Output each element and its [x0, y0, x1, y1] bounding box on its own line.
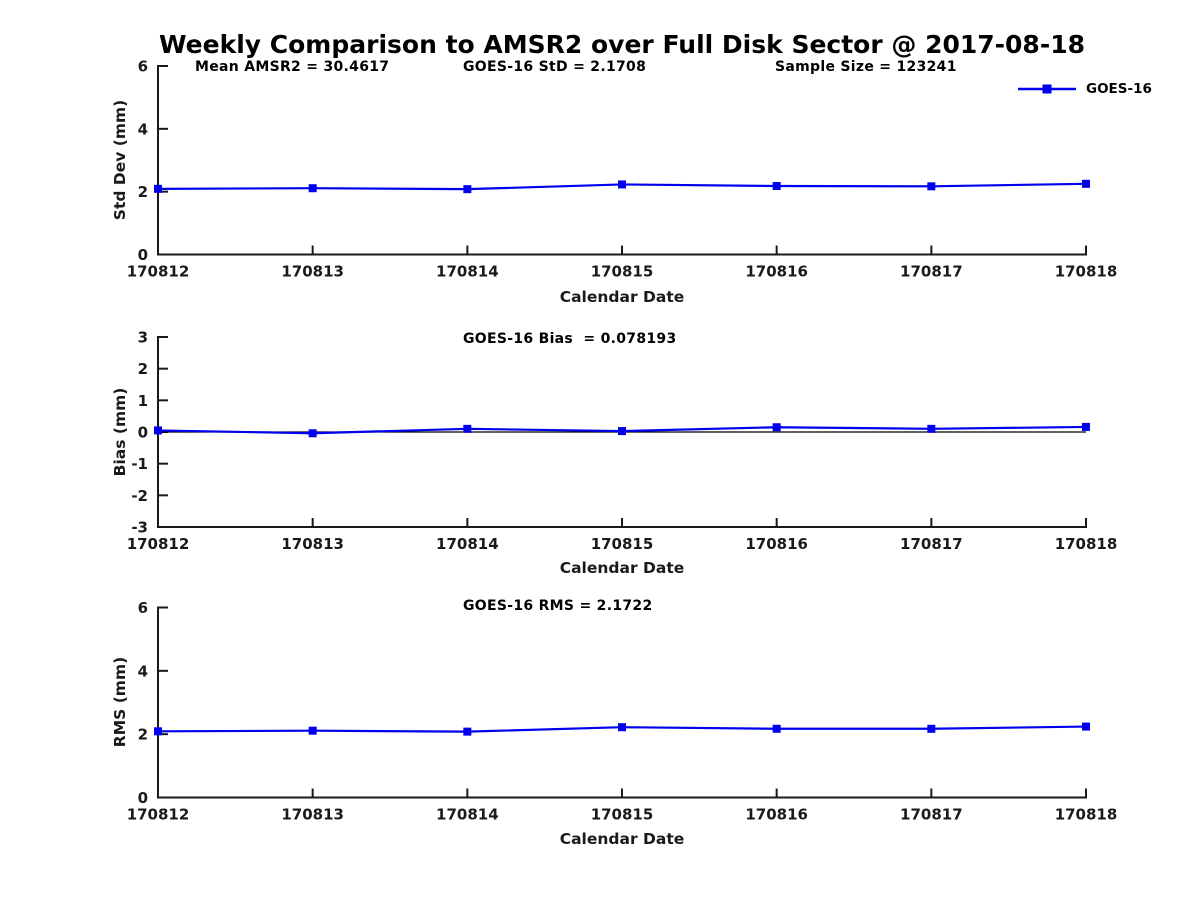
x-tick-label: 170814: [436, 263, 499, 281]
data-marker: [154, 727, 162, 736]
y-tick-label: 4: [138, 120, 148, 138]
y-tick-label: 0: [138, 424, 148, 442]
x-tick-label: 170818: [1055, 806, 1118, 824]
data-marker: [463, 727, 472, 736]
data-marker: [927, 724, 936, 733]
data-marker: [154, 426, 162, 435]
x-tick-label: 170817: [900, 535, 963, 553]
x-tick-label: 170817: [900, 806, 963, 824]
x-tick-label: 170812: [127, 806, 190, 824]
data-marker: [463, 424, 472, 433]
data-marker: [927, 424, 936, 433]
x-tick-label: 170813: [281, 806, 344, 824]
x-tick-label: 170814: [436, 806, 499, 824]
x-tick-label: 170816: [745, 806, 808, 824]
data-marker: [772, 423, 781, 432]
y-tick-label: 0: [138, 246, 148, 264]
data-marker: [308, 429, 317, 438]
data-marker: [618, 723, 626, 732]
x-tick-label: 170818: [1055, 263, 1118, 281]
annotation-goes16-std: GOES-16 StD = 2.1708: [463, 59, 647, 75]
data-marker: [308, 726, 317, 735]
x-tick-label: 170817: [900, 263, 963, 281]
legend: GOES-16: [1017, 80, 1152, 98]
annotation-goes16-bias: GOES-16 Bias = 0.078193: [463, 331, 677, 347]
x-tick-label: 170813: [281, 263, 344, 281]
data-marker: [772, 182, 781, 191]
data-marker: [1082, 179, 1090, 188]
y-tick-label: 3: [138, 329, 148, 347]
y-tick-label: 2: [138, 726, 148, 744]
x-axis-label-middle: Calendar Date: [559, 559, 685, 577]
x-tick-label: 170816: [745, 263, 808, 281]
annotation-sample-size: Sample Size = 123241: [775, 59, 957, 75]
y-tick-label: -3: [131, 519, 148, 537]
data-marker: [463, 185, 472, 194]
y-tick-label: 2: [138, 183, 148, 201]
y-tick-label: 6: [138, 58, 148, 76]
y-tick-label: 0: [138, 789, 148, 807]
x-tick-label: 170812: [127, 535, 190, 553]
y-tick-label: 2: [138, 360, 148, 378]
x-tick-label: 170815: [591, 535, 654, 553]
data-marker: [772, 724, 781, 733]
data-marker: [1082, 422, 1090, 431]
subplot-rms: 0 2 4 6 170812 170813 170814 170815 170816 170817…: [127, 599, 1118, 824]
data-marker: [618, 427, 626, 436]
y-tick-label: 4: [138, 662, 148, 680]
x-tick-label: 170815: [591, 806, 654, 824]
y-tick-label: -1: [131, 455, 148, 473]
data-marker: [618, 180, 626, 189]
annotation-goes16-rms: GOES-16 RMS = 2.1722: [463, 598, 653, 614]
figure-title: Weekly Comparison to AMSR2 over Full Dis…: [158, 30, 1085, 59]
x-tick-label: 170812: [127, 263, 190, 281]
y-tick-label: 1: [138, 392, 148, 410]
subplot-std-dev: 0 2 4 6 170812 170813 170814 170815 170816 170817…: [127, 58, 1118, 281]
data-marker: [308, 184, 317, 193]
y-tick-label: 6: [138, 599, 148, 617]
data-marker: [1082, 722, 1090, 731]
data-marker: [154, 184, 162, 193]
y-tick-label: -2: [131, 487, 148, 505]
x-tick-label: 170816: [745, 535, 808, 553]
x-tick-label: 170814: [436, 535, 499, 553]
x-tick-label: 170815: [591, 263, 654, 281]
x-tick-label: 170818: [1055, 535, 1118, 553]
x-axis-label-top: Calendar Date: [559, 288, 685, 306]
legend-label: GOES-16: [1086, 81, 1152, 97]
data-marker: [927, 182, 936, 191]
legend-line-marker-icon: [1018, 84, 1076, 94]
x-axis-label-bottom: Calendar Date: [559, 830, 685, 848]
annotation-mean-amsr2: Mean AMSR2 = 30.4617: [195, 59, 390, 75]
subplot-bias: -3 -2 -1 0 1 2 3 170812 170813 170814 170815 170816…: [127, 329, 1118, 554]
x-tick-label: 170813: [281, 535, 344, 553]
